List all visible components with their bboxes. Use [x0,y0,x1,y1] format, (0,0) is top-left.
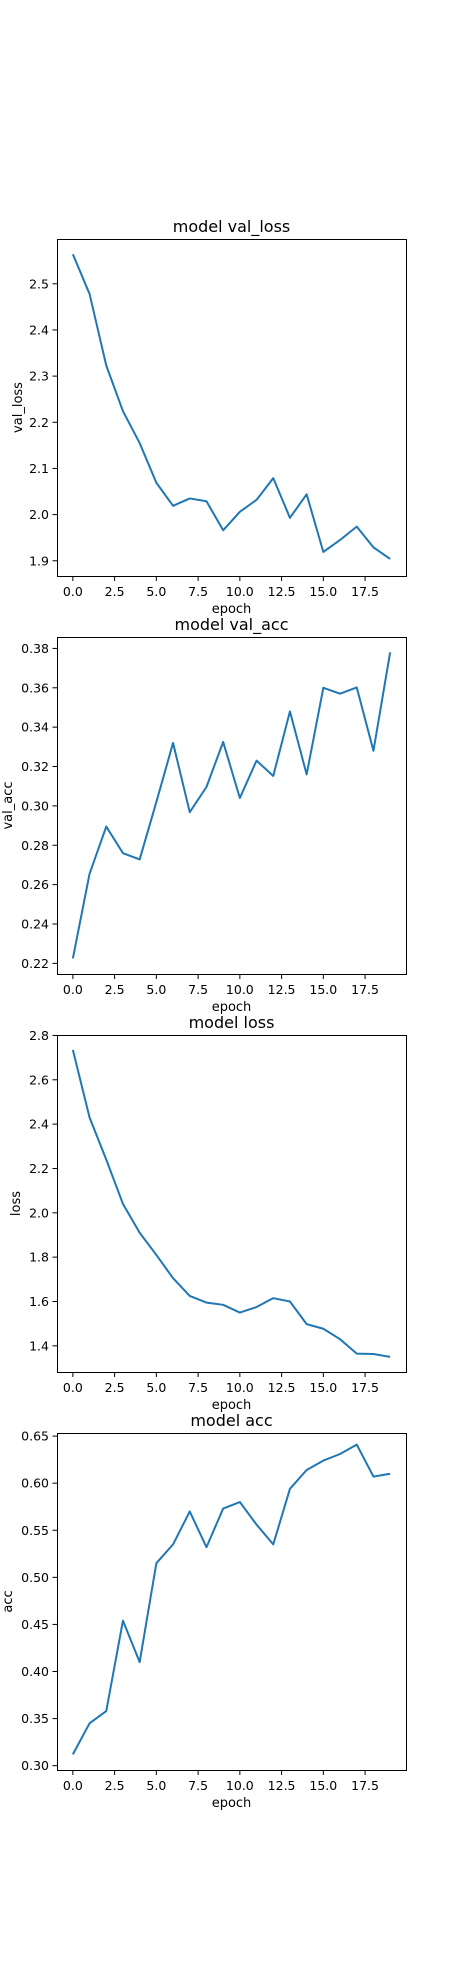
x-tick-label: 2.5 [105,982,125,997]
x-axis-label: epoch [212,1796,252,1811]
chart-title: model loss [189,1013,275,1032]
y-tick-label: 0.28 [21,838,49,853]
y-tick-label: 0.30 [21,1758,49,1773]
series-line [71,1443,391,1755]
x-tick-label: 12.5 [268,982,296,997]
y-tick-label: 0.65 [21,1429,49,1444]
chart-panel-2: model loss 0.0 2.5 5.0 7.5 10.0 12.5 15.0 17.5 1.… [9,1013,407,1413]
y-tick-label: 2.3 [29,369,49,384]
x-tick-label: 0.0 [63,584,83,599]
y-tick-label: 0.38 [21,641,49,656]
x-axis-label: epoch [212,1398,252,1413]
y-tick-label: 2.0 [29,1205,49,1220]
x-tick-label: 5.0 [146,1778,166,1793]
plot-frame [57,1433,407,1771]
x-tick-label: 5.0 [146,1380,166,1395]
y-tick-label: 2.4 [29,322,49,337]
y-tick-label: 0.30 [21,798,49,813]
x-tick-label: 0.0 [63,1778,83,1793]
plot-frame [57,1035,407,1373]
y-tick-label: 2.0 [29,507,49,522]
x-tick-label: 7.5 [188,1778,208,1793]
x-tick-label: 0.0 [63,1380,83,1395]
x-tick-label: 17.5 [351,584,379,599]
x-tick-label: 17.5 [351,1778,379,1793]
y-axis-label: val_loss [11,382,26,433]
y-tick-label: 0.55 [21,1523,49,1538]
y-tick-label: 2.2 [29,1161,49,1176]
chart-panel-0: model val_loss 0.0 2.5 5.0 7.5 10.0 12.5 15.0 17… [11,217,407,617]
y-tick-label: 0.60 [21,1476,49,1491]
y-tick-label: 2.4 [29,1117,49,1132]
x-tick-label: 0.0 [63,982,83,997]
y-tick-label: 2.1 [29,461,49,476]
y-tick-label: 1.4 [29,1338,49,1353]
y-tick-label: 1.6 [29,1294,49,1309]
chart-title: model val_acc [174,615,288,635]
x-tick-label: 7.5 [188,584,208,599]
y-tick-label: 1.9 [29,553,49,568]
y-axis-label: val_acc [1,781,16,829]
y-axis-label: loss [9,1191,24,1216]
chart-title: model acc [190,1411,272,1430]
x-tick-label: 12.5 [268,584,296,599]
y-tick-label: 0.24 [21,917,49,932]
x-tick-label: 12.5 [268,1380,296,1395]
y-tick-label: 0.45 [21,1617,49,1632]
chart-panel-3: model acc 0.0 2.5 5.0 7.5 10.0 12.5 15.0 17.5 0.3… [1,1411,407,1811]
x-tick-label: 10.0 [226,1380,254,1395]
x-tick-label: 5.0 [146,584,166,599]
y-tick-label: 0.22 [21,956,49,971]
x-tick-label: 12.5 [268,1778,296,1793]
x-tick-label: 7.5 [188,982,208,997]
x-tick-label: 15.0 [309,584,337,599]
y-tick-label: 0.50 [21,1570,49,1585]
x-tick-label: 15.0 [309,982,337,997]
y-tick-label: 2.8 [29,1028,49,1043]
series-line [71,1049,391,1358]
x-tick-label: 10.0 [226,1778,254,1793]
y-tick-label: 0.32 [21,759,49,774]
x-tick-label: 10.0 [226,982,254,997]
series-line [71,253,391,560]
y-tick-label: 0.40 [21,1664,49,1679]
x-axis-label: epoch [212,602,252,617]
y-tick-label: 0.34 [21,720,49,735]
x-tick-label: 5.0 [146,982,166,997]
y-tick-label: 1.8 [29,1250,49,1265]
y-tick-label: 2.2 [29,415,49,430]
x-tick-label: 2.5 [105,1380,125,1395]
x-axis-label: epoch [212,1000,252,1015]
x-tick-label: 10.0 [226,584,254,599]
y-tick-label: 2.6 [29,1072,49,1087]
y-tick-label: 0.26 [21,877,49,892]
x-tick-label: 15.0 [309,1380,337,1395]
chart-title: model val_loss [173,217,291,237]
plot-frame [57,239,407,577]
series-line [71,652,392,959]
y-tick-label: 2.5 [29,276,49,291]
x-tick-label: 2.5 [105,1778,125,1793]
x-tick-label: 17.5 [351,1380,379,1395]
y-tick-label: 0.35 [21,1711,49,1726]
chart-panel-1: model val_acc 0.0 2.5 5.0 7.5 10.0 12.5 15.0 17.… [1,615,407,1015]
x-tick-label: 7.5 [188,1380,208,1395]
y-axis-label: acc [1,1590,16,1612]
x-tick-label: 15.0 [309,1778,337,1793]
y-tick-label: 0.36 [21,680,49,695]
x-tick-label: 2.5 [105,584,125,599]
x-tick-label: 17.5 [351,982,379,997]
